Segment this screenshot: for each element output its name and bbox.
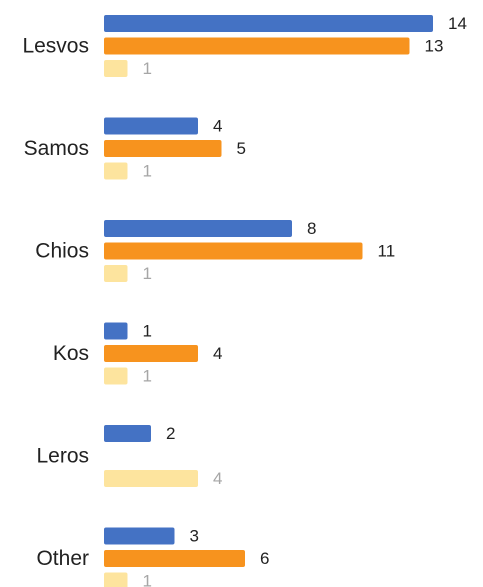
value-label-leros-series-1: 2 — [166, 424, 175, 443]
value-label-other-series-2: 6 — [260, 549, 269, 568]
value-label-lesvos-series-2: 13 — [425, 37, 444, 56]
bar-leros-series-3 — [104, 470, 198, 487]
bar-leros-series-1 — [104, 425, 151, 442]
category-label-leros: Leros — [36, 445, 89, 468]
value-label-kos-series-2: 4 — [213, 344, 222, 363]
bar-other-series-1 — [104, 527, 175, 545]
value-label-chios-series-3: 1 — [143, 264, 152, 283]
bar-chios-series-2 — [104, 242, 363, 260]
category-label-chios: Chios — [35, 240, 89, 263]
value-label-chios-series-1: 8 — [307, 219, 316, 238]
bar-samos-series-3 — [104, 162, 128, 180]
value-label-samos-series-2: 5 — [237, 139, 246, 158]
bar-kos-series-1 — [104, 322, 128, 340]
value-label-lesvos-series-1: 14 — [448, 14, 467, 33]
bars — [104, 15, 433, 587]
bar-lesvos-series-3 — [104, 60, 128, 77]
value-label-other-series-1: 3 — [190, 527, 199, 546]
bar-other-series-2 — [104, 550, 245, 567]
bar-samos-series-1 — [104, 117, 198, 135]
value-label-leros-series-3: 4 — [213, 469, 222, 488]
bar-lesvos-series-1 — [104, 15, 433, 32]
value-label-kos-series-3: 1 — [143, 367, 152, 386]
category-label-kos: Kos — [53, 342, 89, 365]
bar-kos-series-2 — [104, 345, 198, 362]
bar-other-series-3 — [104, 572, 128, 587]
value-label-lesvos-series-3: 1 — [143, 59, 152, 78]
value-label-samos-series-1: 4 — [213, 117, 222, 136]
bar-chios-series-3 — [104, 265, 128, 282]
category-label-other: Other — [36, 547, 89, 570]
value-label-chios-series-2: 11 — [378, 242, 396, 261]
bar-samos-series-2 — [104, 140, 222, 157]
bar-kos-series-3 — [104, 367, 128, 385]
value-label-kos-series-1: 1 — [143, 322, 152, 341]
category-labels: Lesvos Samos Chios Kos Leros Other — [22, 35, 89, 571]
bar-chios-series-1 — [104, 220, 292, 237]
value-label-other-series-3: 1 — [143, 572, 152, 587]
value-label-samos-series-3: 1 — [143, 162, 152, 181]
category-label-lesvos: Lesvos — [22, 35, 89, 58]
bar-lesvos-series-2 — [104, 37, 410, 55]
category-label-samos: Samos — [24, 137, 89, 160]
